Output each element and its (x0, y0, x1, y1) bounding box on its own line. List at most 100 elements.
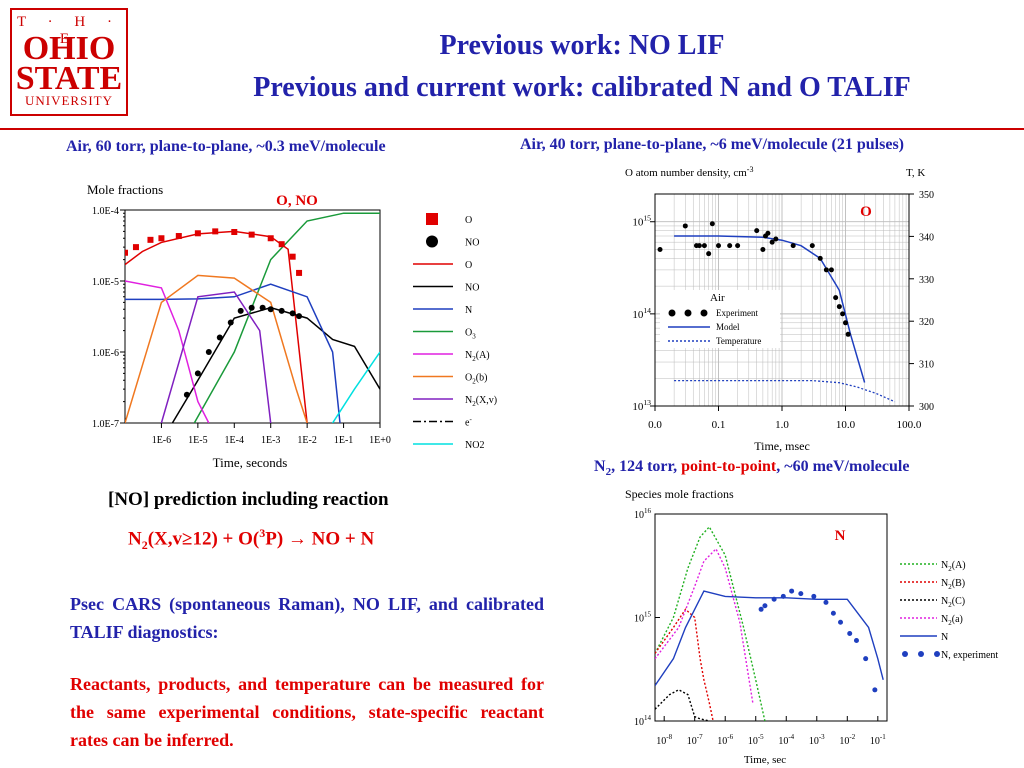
data-point-experiment (709, 221, 715, 227)
x-tick-label: 10.0 (836, 419, 856, 431)
data-point-no (267, 306, 274, 313)
legend-label-n2-a: N2(A) (465, 350, 490, 363)
data-point-o (132, 244, 139, 251)
data-point-n-experiment (872, 687, 878, 693)
y2-tick-label: 310 (919, 360, 934, 371)
data-point-experiment (790, 243, 796, 249)
x-tick-label: 1.0 (775, 419, 789, 431)
data-point-o (267, 235, 274, 242)
data-point-no (227, 319, 234, 326)
data-point-o (296, 269, 303, 276)
data-point-o (248, 231, 255, 238)
data-point-experiment (696, 243, 702, 249)
right-top-chart-caption: Air, 40 torr, plane-to-plane, ~6 meV/mol… (520, 136, 904, 153)
data-point-no (205, 349, 212, 355)
x-tick-label: 10-4 (778, 733, 794, 747)
data-point-o (147, 236, 154, 243)
y2-tick-label: 300 (919, 402, 934, 413)
caption-geometry: point-to-point (681, 458, 777, 475)
y2-tick-label: 320 (919, 317, 934, 328)
legend-label-model: Model (716, 322, 740, 332)
chart-o-no-mole-fractions: Mole fractions O, NO 1.0E-4 1.0E-5 1.0E-6 1.0… (87, 182, 497, 470)
x-tick-label: 10-2 (839, 733, 855, 747)
legend-marker (918, 651, 924, 657)
data-point-experiment (809, 243, 815, 249)
data-point-experiment (833, 295, 839, 301)
legend-label-o: O (465, 260, 472, 271)
data-point-experiment (760, 246, 766, 252)
data-point-no (194, 370, 201, 377)
series-line-n2-a (125, 280, 210, 423)
legend-label-n2-a: N2(A) (941, 560, 966, 573)
series-line-n2-x-v (160, 291, 272, 423)
legend-title: Air (710, 292, 725, 304)
y2-tick-label: 350 (919, 190, 934, 201)
chart-n-species-fractions: Species mole fractions N 1016 1015 1014 10-8 1… (625, 487, 998, 766)
legend-label-o3: O3 (465, 328, 476, 341)
y-tick-label: 1015 (632, 214, 651, 229)
caption-species: N (594, 458, 606, 475)
data-point-experiment (657, 246, 663, 252)
x-axis-label: Time, msec (754, 439, 810, 453)
x-tick-label: 10-8 (656, 733, 672, 747)
data-point-o (194, 230, 201, 237)
legend-label-temperature: Temperature (716, 336, 761, 346)
data-point-experiment (769, 239, 775, 245)
x-tick-label: 1E-1 (334, 435, 353, 446)
data-point-n-experiment (811, 593, 817, 599)
x-tick-label: 10-3 (809, 733, 825, 747)
series-line-n2-c (655, 689, 710, 721)
data-point-no (216, 334, 223, 341)
data-point-n-experiment (823, 599, 829, 605)
logo-ohio: OHIO (22, 30, 116, 67)
legend-label-o: O (465, 215, 472, 226)
x-axis-label: Time, sec (744, 754, 786, 766)
y-axis-label: O atom number density, cm-3 (625, 165, 753, 179)
series-line-no (171, 306, 380, 423)
legend-label-no: NO (465, 283, 479, 294)
y-tick-label: 1014 (634, 714, 652, 728)
legend-box (660, 290, 780, 348)
series-line-temperature (674, 379, 896, 403)
data-point-experiment (840, 311, 846, 317)
data-point-n-experiment (798, 591, 804, 597)
series-line-no2 (331, 351, 380, 423)
series-line-o (125, 230, 308, 423)
data-point-experiment (843, 320, 848, 326)
y-axis-label: Mole fractions (87, 182, 163, 197)
x-tick-label: 10-7 (687, 733, 703, 747)
data-point-no (296, 313, 303, 320)
series-line-model (674, 235, 866, 383)
legend-marker (700, 309, 708, 317)
legend-label-n2-a: N2(a) (941, 614, 963, 627)
series-line-n2-b (655, 608, 714, 721)
legend-marker (934, 651, 940, 657)
data-point-experiment (823, 267, 829, 273)
legend-label-n: N (465, 305, 472, 316)
legend-label-no: NO (465, 238, 479, 249)
legend-label-e: e- (465, 416, 472, 429)
data-point-experiment (735, 243, 741, 249)
logo-the: T · H · E (17, 14, 121, 47)
left-chart-caption: Air, 60 torr, plane-to-plane, ~0.3 meV/m… (66, 138, 386, 155)
title-divider (0, 128, 1024, 130)
right-bottom-chart-caption: N2, 124 torr, point-to-point, ~60 meV/mo… (594, 458, 909, 478)
chart-title: N (835, 528, 846, 544)
legend-label-no2: NO2 (465, 440, 484, 451)
y2-tick-label: 330 (919, 275, 934, 286)
x-tick-label: 1E+0 (369, 435, 391, 446)
x-tick-label: 10-5 (748, 733, 764, 747)
x-tick-label: 1E-2 (297, 435, 316, 446)
y-tick-label: 1.0E-7 (92, 419, 119, 430)
series-line-n (125, 283, 341, 423)
data-point-o (158, 235, 165, 242)
data-point-no (248, 304, 255, 311)
data-point-o (278, 241, 285, 248)
series-line-n (655, 590, 884, 686)
caption-pressure: , 124 torr, (611, 458, 682, 475)
data-point-no (183, 391, 190, 398)
x-tick-label: 1E-3 (261, 435, 280, 446)
data-point-no (237, 307, 244, 314)
data-point-n-experiment (847, 631, 853, 637)
data-point-no (259, 304, 266, 311)
